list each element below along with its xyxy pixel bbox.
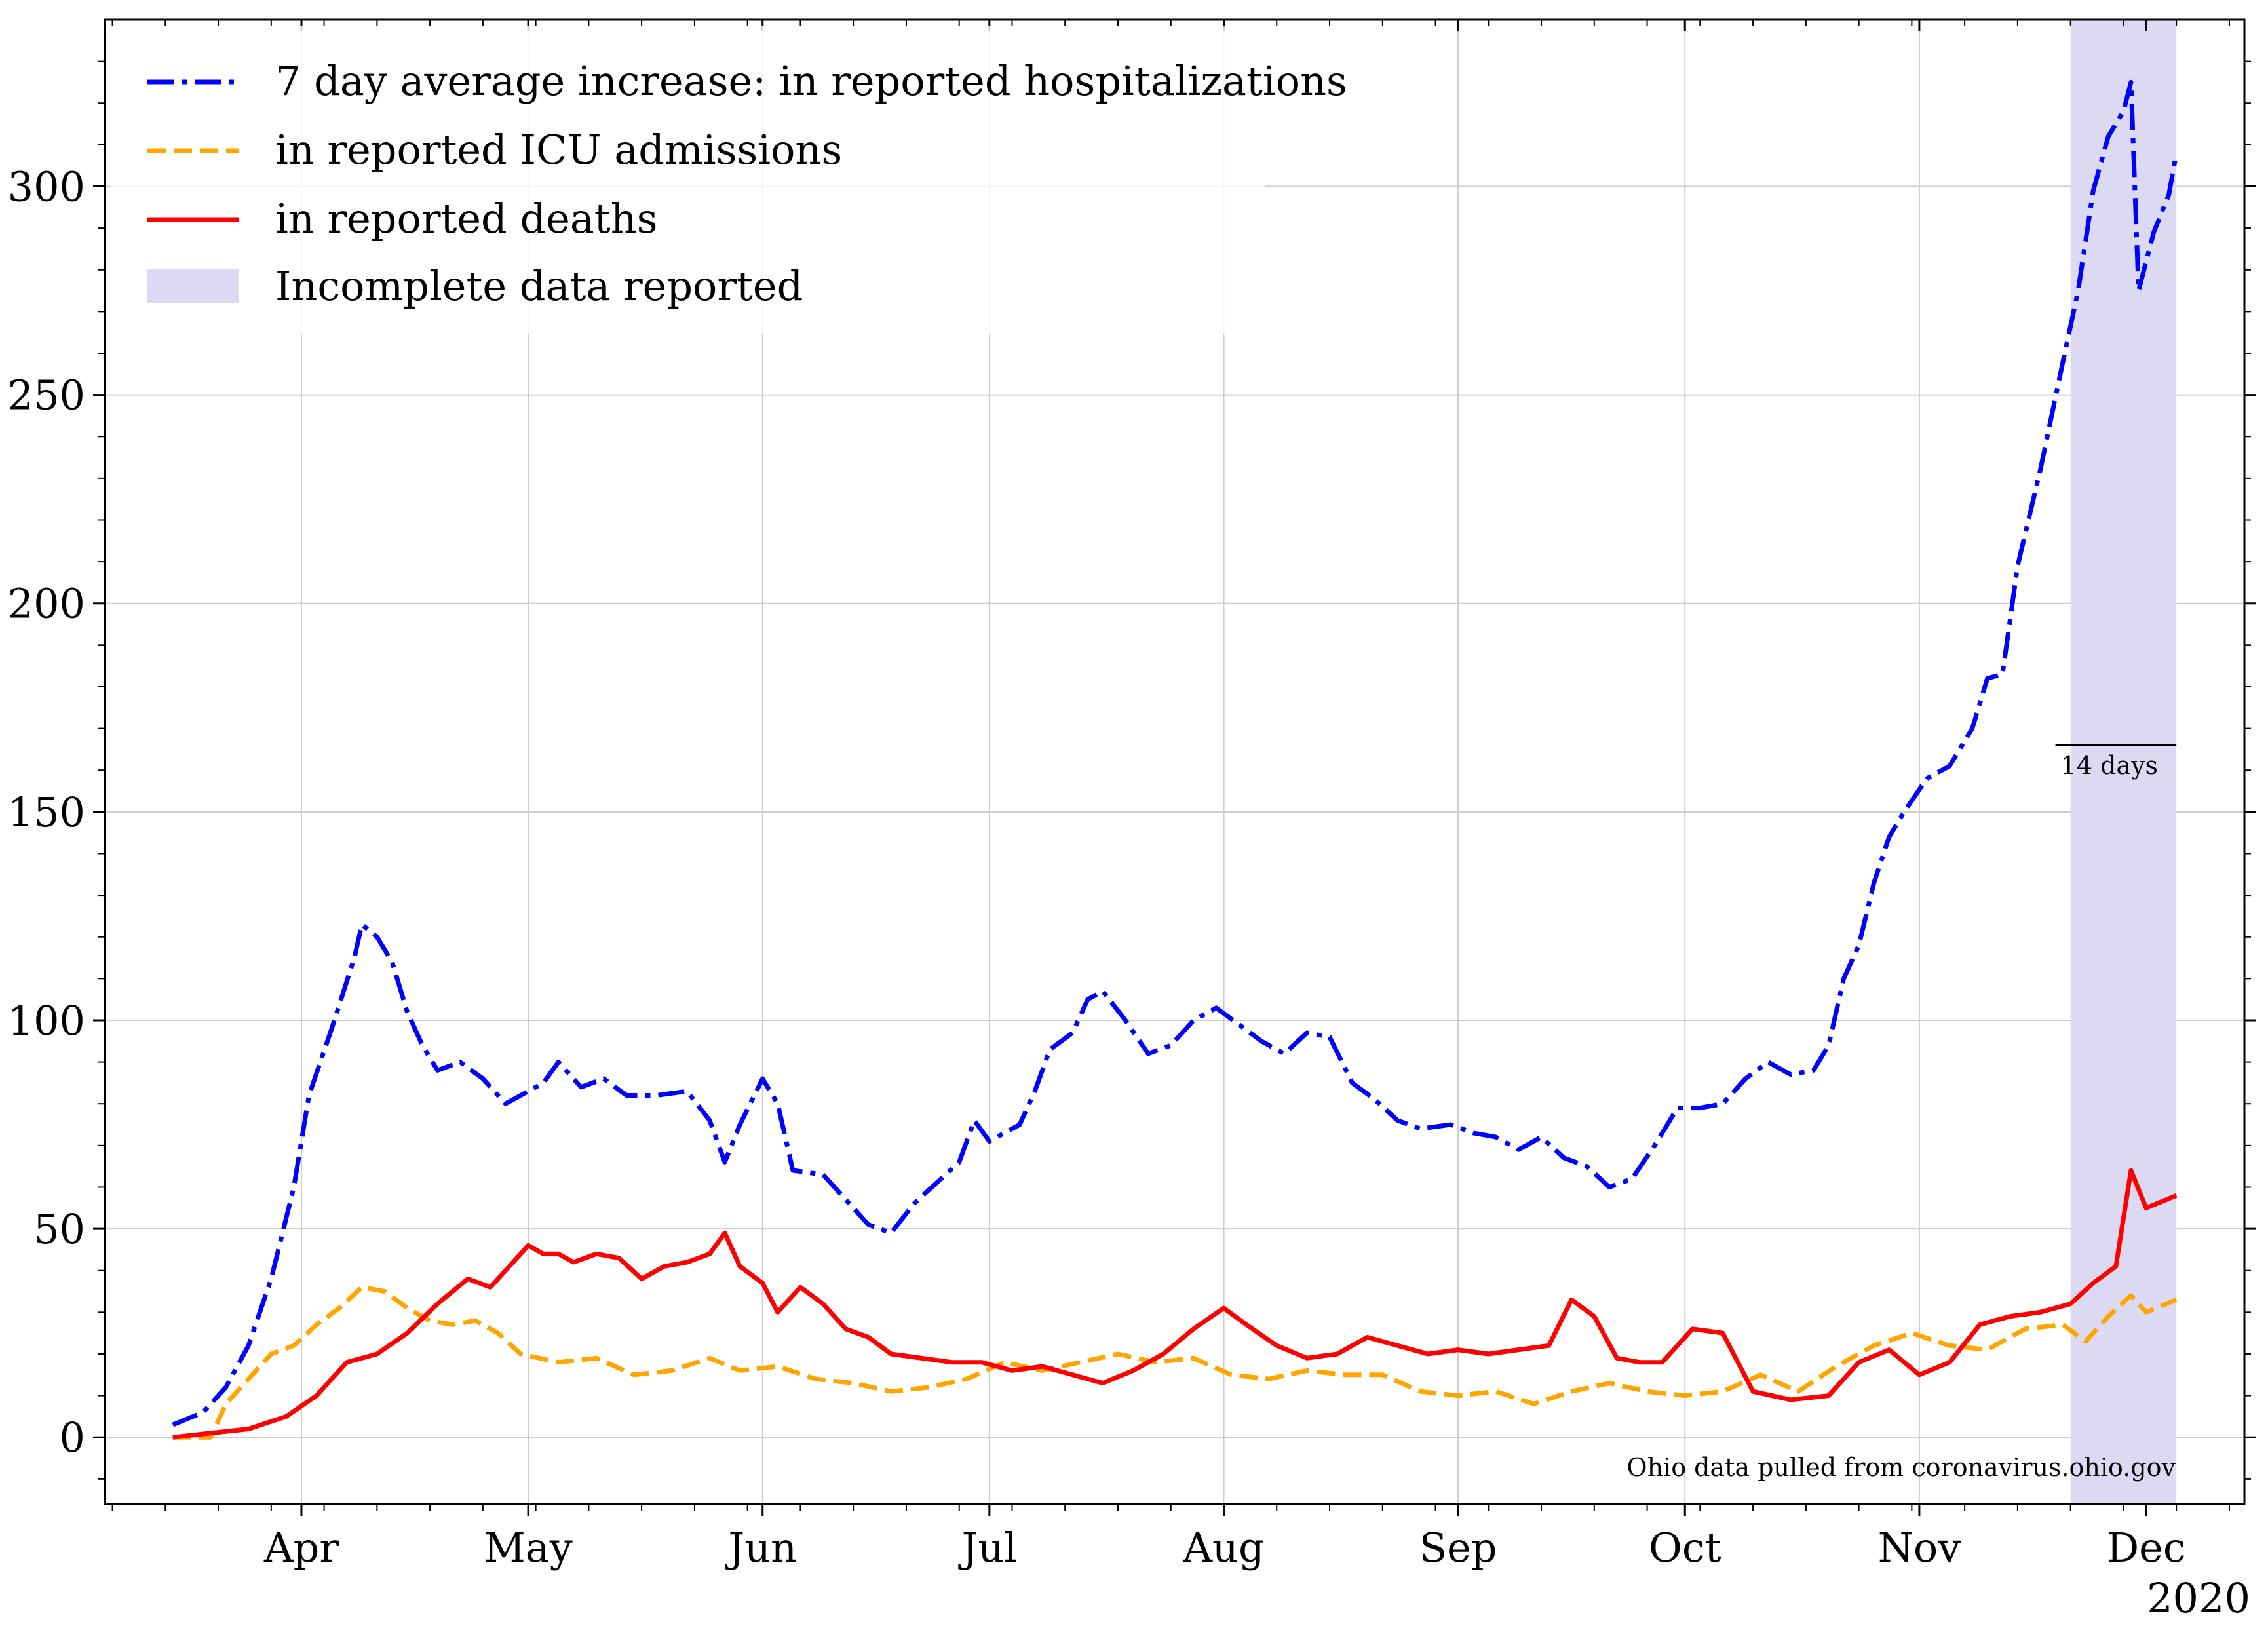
x-year-label: 2020: [2147, 1574, 2250, 1622]
x-tick-label: Oct: [1649, 1524, 1721, 1572]
y-tick-label: 150: [8, 788, 85, 836]
deaths-line: [172, 1168, 2178, 1440]
series-layer: [172, 79, 2179, 1440]
y-tick-label: 300: [8, 163, 85, 210]
x-tick-label: May: [484, 1524, 572, 1572]
x-tick-label: Jul: [958, 1524, 1018, 1572]
y-tick-label: 100: [8, 997, 85, 1045]
hospitalizations-line: [172, 79, 2179, 1427]
x-tick-label: Sep: [1419, 1524, 1497, 1572]
y-tick-label: 50: [33, 1205, 85, 1253]
span-layer: [2070, 20, 2177, 1504]
x-tick-label: Aug: [1182, 1524, 1264, 1572]
x-tick-label: Dec: [2106, 1524, 2185, 1572]
legend: 7 day average increase: in reported hosp…: [111, 26, 1347, 334]
annotation-layer: 14 days Ohio data pulled from coronaviru…: [1626, 744, 2177, 1482]
legend-label-incomplete: Incomplete data reported: [275, 262, 803, 310]
source-note: Ohio data pulled from coronavirus.ohio.g…: [1626, 1453, 2176, 1482]
legend-label-deaths: in reported deaths: [275, 195, 657, 242]
legend-label-icu: in reported ICU admissions: [275, 126, 842, 174]
incomplete-data-span: [2070, 20, 2177, 1504]
legend-label-hospitalizations: 7 day average increase: in reported hosp…: [275, 57, 1347, 105]
legend-swatch-incomplete: [147, 269, 239, 303]
y-tick-label: 0: [60, 1414, 85, 1461]
x-tick-label: Jun: [724, 1524, 797, 1572]
scale-bar-label: 14 days: [2061, 751, 2158, 780]
y-tick-label: 200: [8, 580, 85, 628]
y-tick-label: 250: [8, 372, 85, 419]
plot-frame: [104, 18, 2246, 1505]
x-tick-label: Apr: [263, 1524, 339, 1572]
legend-background: [111, 26, 1265, 334]
icu-admissions-line: [172, 1284, 2178, 1440]
x-tick-label: Nov: [1878, 1524, 1961, 1572]
